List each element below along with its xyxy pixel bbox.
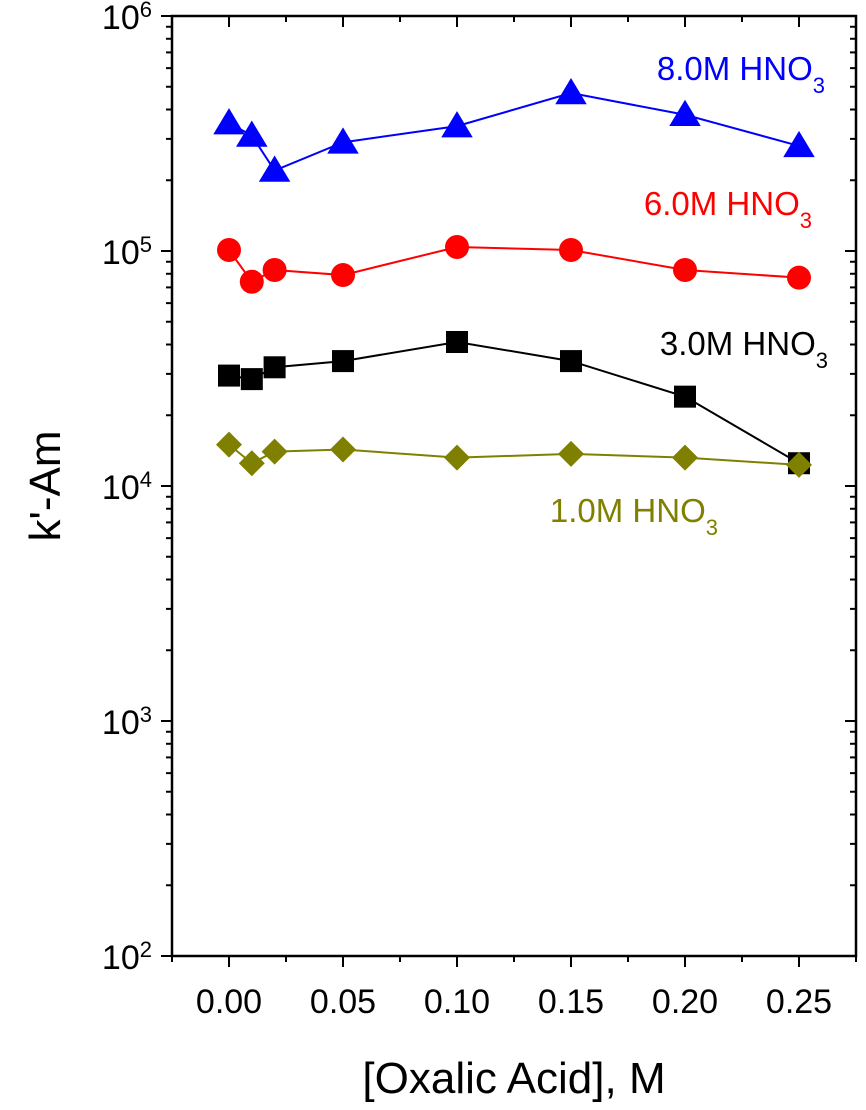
data-point-triangle [441,111,473,138]
y-tick-exponent: 2 [140,937,152,962]
series-label-main: 3.0M HNO [660,325,816,362]
x-tick-label: 0.05 [310,983,376,1021]
data-point-diamond [558,440,584,467]
data-point-diamond [330,436,356,463]
series-1 [217,234,811,294]
series-label-main: 6.0M HNO [644,185,800,222]
x-axis-title: [Oxalic Acid], M [362,1054,665,1103]
y-tick-base: 10 [102,704,140,742]
data-point-square [446,330,468,353]
data-point-circle [787,265,811,290]
data-point-diamond [444,444,470,471]
data-point-diamond [216,431,242,458]
series-label-subscript: 3 [813,73,825,98]
y-tick-label: 103 [102,702,152,743]
y-tick-exponent: 6 [140,0,152,22]
y-tick-exponent: 3 [140,702,152,727]
data-point-square [240,368,263,391]
y-tick-base: 10 [102,234,140,272]
y-tick-exponent: 4 [140,467,152,492]
y-tick-base: 10 [102,939,140,977]
series-0 [213,78,815,182]
y-tick-label: 105 [102,232,152,273]
series-layer [213,78,815,478]
series-label-subscript: 3 [706,515,718,540]
series-label-subscript: 3 [816,348,828,373]
x-axis: 0.00 0.05 0.10 0.15 0.20 0.25 [171,16,857,1021]
series-label: 3.0M HNO3 [660,325,828,373]
data-point-diamond [672,444,698,471]
data-point-triangle [669,99,701,127]
data-point-circle [445,234,469,259]
x-tick-label: 0.15 [538,983,604,1021]
data-point-triangle [327,127,359,154]
data-point-square [263,356,286,379]
data-point-triangle [258,155,291,182]
data-point-triangle [555,78,587,105]
data-point-circle [559,237,583,262]
data-point-square [674,385,696,408]
data-point-circle [262,258,287,283]
x-tick-label: 0.20 [652,983,718,1021]
data-point-circle [239,269,264,294]
series-label: 6.0M HNO3 [644,185,812,233]
data-point-square [218,364,240,387]
y-tick-exponent: 5 [140,232,152,257]
series-label-subscript: 3 [800,208,812,233]
data-point-diamond [786,451,812,478]
data-point-circle [673,258,697,283]
series-2 [218,330,810,475]
y-tick-base: 10 [102,469,140,507]
y-tick-label: 106 [102,0,152,37]
y-tick-label: 102 [102,937,152,978]
data-point-square [332,350,354,373]
data-point-triangle [783,130,815,158]
y-tick-base: 10 [102,0,140,37]
data-point-circle [331,263,355,288]
y-tick-label: 104 [102,467,152,508]
x-tick-label: 0.10 [424,983,490,1021]
data-point-triangle [236,120,268,147]
y-axis-title: k'-Am [21,430,70,541]
series-line [228,443,800,466]
series-label-main: 1.0M HNO [550,492,706,529]
x-tick-label: 0.25 [766,983,832,1021]
series-label: 8.0M HNO3 [657,50,825,98]
series-line [228,92,800,172]
data-point-diamond [261,438,288,465]
series-3 [216,431,812,478]
data-point-diamond [238,450,265,477]
x-tick-label: 0.00 [196,983,262,1021]
series-line [228,245,800,284]
data-point-circle [217,237,241,262]
series-label-main: 8.0M HNO [657,50,813,87]
data-point-triangle [213,108,245,135]
series-label: 1.0M HNO3 [550,492,718,540]
data-point-square [560,350,582,373]
